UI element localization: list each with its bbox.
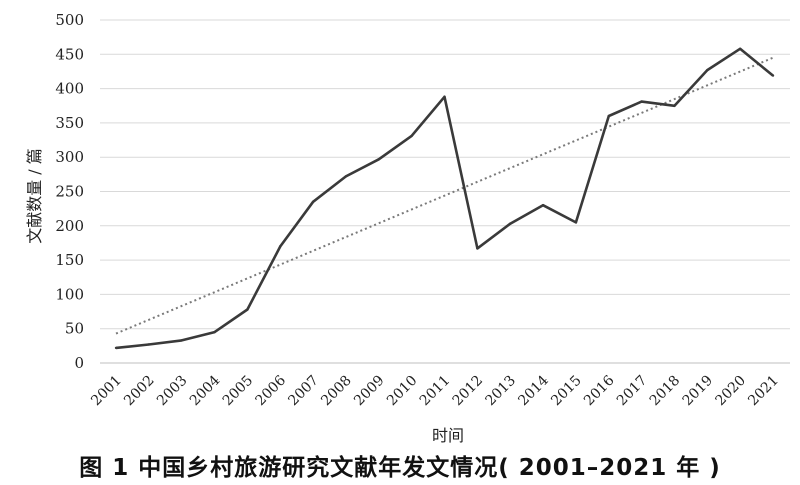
y-tick-label: 300 bbox=[55, 148, 84, 166]
x-tick-label: 2001 bbox=[88, 373, 125, 410]
x-tick-label: 2006 bbox=[253, 372, 290, 409]
x-axis-ticks: 2001200220032004200520062007200820092010… bbox=[88, 372, 782, 409]
y-axis-ticks: 0 50 100 150 200 250 300 350 400 450 500 bbox=[55, 11, 84, 372]
data-point bbox=[410, 134, 413, 138]
data-point bbox=[607, 114, 610, 118]
data-point bbox=[180, 339, 183, 342]
data-point bbox=[246, 308, 249, 311]
data-point bbox=[344, 175, 348, 178]
y-tick-label: 100 bbox=[55, 285, 84, 303]
x-tick-label: 2004 bbox=[187, 372, 224, 409]
x-tick-label: 2016 bbox=[581, 372, 618, 409]
data-points bbox=[114, 47, 775, 350]
x-tick-label: 2015 bbox=[548, 373, 585, 410]
y-tick-label: 400 bbox=[55, 80, 84, 98]
y-tick-label: 200 bbox=[55, 217, 84, 235]
x-tick-label: 2005 bbox=[220, 373, 257, 410]
series-line bbox=[115, 47, 774, 350]
data-point bbox=[147, 343, 151, 346]
data-point bbox=[771, 74, 775, 77]
x-tick-label: 2002 bbox=[121, 373, 158, 410]
data-point bbox=[279, 245, 282, 248]
y-tick-label: 450 bbox=[55, 45, 84, 63]
x-tick-label: 2009 bbox=[351, 373, 388, 410]
figure-caption: 图 1 中国乡村旅游研究文献年发文情况( 2001–2021 年 ) bbox=[79, 455, 721, 481]
x-tick-label: 2019 bbox=[680, 373, 717, 410]
data-point bbox=[213, 330, 216, 334]
x-tick-label: 2018 bbox=[647, 373, 684, 410]
y-tick-label: 150 bbox=[55, 251, 84, 269]
data-point bbox=[640, 100, 643, 103]
data-point bbox=[673, 104, 676, 107]
x-tick-label: 2007 bbox=[285, 373, 322, 410]
data-point bbox=[377, 158, 380, 161]
data-point bbox=[574, 221, 578, 224]
x-axis-label: 时间 bbox=[432, 426, 464, 445]
y-axis-label: 文献数量 / 篇 bbox=[25, 148, 44, 244]
x-tick-label: 2014 bbox=[515, 372, 552, 409]
data-point bbox=[541, 204, 545, 207]
gridlines bbox=[100, 19, 790, 330]
x-tick-label: 2021 bbox=[745, 373, 782, 410]
y-tick-label: 0 bbox=[74, 354, 84, 372]
y-tick-label: 50 bbox=[65, 320, 84, 338]
data-point bbox=[738, 47, 742, 51]
data-point bbox=[476, 247, 479, 250]
x-tick-label: 2011 bbox=[417, 373, 454, 410]
y-tick-label: 350 bbox=[55, 114, 84, 132]
data-point bbox=[443, 95, 446, 99]
x-tick-label: 2017 bbox=[614, 373, 651, 410]
data-point bbox=[114, 346, 118, 350]
y-tick-label: 250 bbox=[55, 183, 84, 201]
trend-line bbox=[115, 56, 774, 335]
x-tick-label: 2008 bbox=[318, 373, 355, 410]
x-tick-label: 2010 bbox=[384, 373, 421, 410]
data-point bbox=[706, 68, 709, 72]
x-tick-label: 2020 bbox=[712, 373, 749, 410]
data-point bbox=[311, 200, 315, 203]
x-tick-label: 2012 bbox=[450, 373, 487, 410]
data-point bbox=[509, 222, 512, 225]
y-tick-label: 500 bbox=[55, 11, 84, 29]
x-tick-label: 2013 bbox=[483, 373, 520, 410]
x-tick-label: 2003 bbox=[154, 373, 191, 410]
